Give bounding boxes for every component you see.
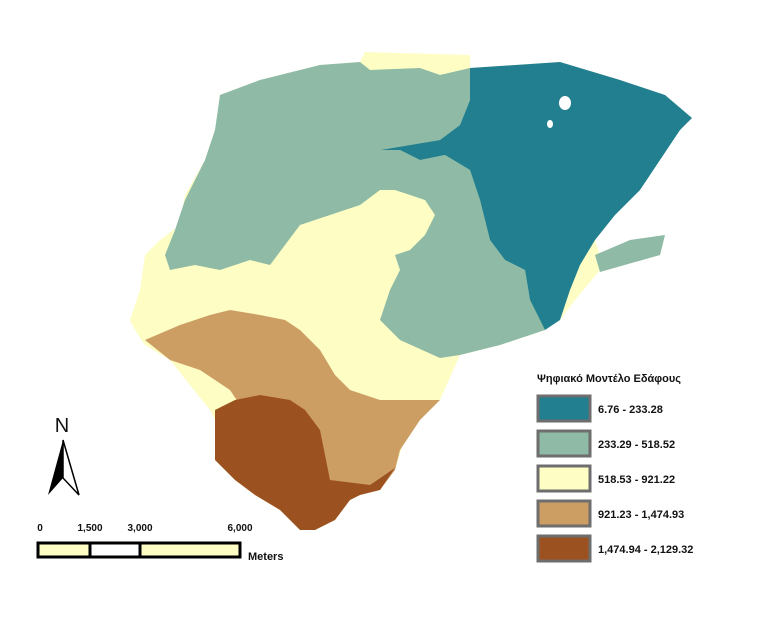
- legend: Ψηφιακό Μοντέλο Εδάφους 6.76 - 233.28 233…: [536, 373, 693, 563]
- arrow-half: [62, 439, 80, 496]
- scale-bar: Meters 0 1,500 3,000 6,000: [36, 523, 283, 563]
- arrow-half: [48, 440, 63, 495]
- scale-segment: [88, 541, 142, 559]
- legend-label: 1,474.94 - 2,129.32: [598, 544, 693, 556]
- elevation-zone: [165, 62, 545, 358]
- scale-tick-label: 6,000: [227, 523, 252, 534]
- legend-swatch: [536, 534, 592, 563]
- hole: [559, 96, 571, 110]
- north-arrow: N: [48, 415, 80, 496]
- elevation-zone: [215, 395, 395, 530]
- legend-label: 518.53 - 921.22: [598, 474, 675, 486]
- scale-tick-label: 0: [37, 523, 43, 534]
- scale-segment: [138, 541, 242, 559]
- scale-unit: Meters: [248, 551, 283, 563]
- legend-swatch: [536, 394, 592, 423]
- scale-segment: [36, 541, 92, 559]
- elevation-zone: [145, 310, 440, 490]
- elevation-zone: [380, 62, 692, 330]
- legend-title: Ψηφιακό Μοντέλο Εδάφους: [537, 373, 681, 385]
- north-label: N: [55, 415, 69, 437]
- legend-swatch: [536, 464, 592, 493]
- legend-swatch: [536, 429, 592, 458]
- legend-label: 233.29 - 518.52: [598, 439, 675, 451]
- elevation-zone: [595, 235, 665, 272]
- legend-label: 6.76 - 233.28: [598, 404, 663, 416]
- hole: [547, 120, 553, 128]
- terrain: [130, 52, 692, 530]
- legend-swatch: [536, 499, 592, 528]
- legend-label: 921.23 - 1,474.93: [598, 509, 684, 521]
- scale-tick-label: 3,000: [127, 523, 152, 534]
- scale-tick-label: 1,500: [77, 523, 102, 534]
